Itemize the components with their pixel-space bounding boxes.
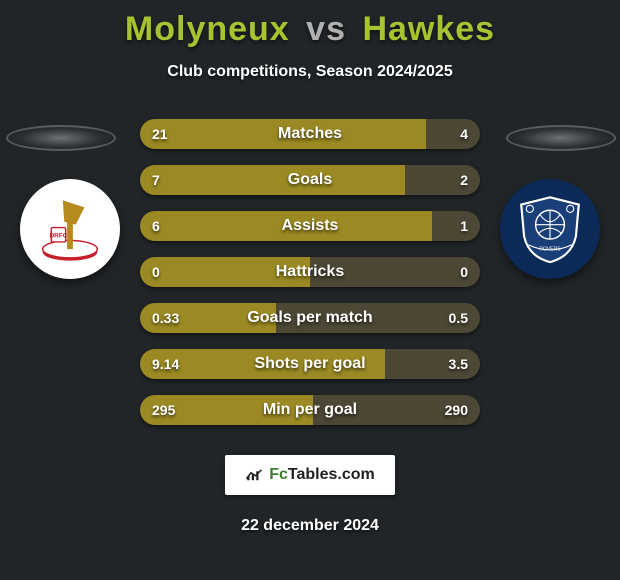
halo-left bbox=[6, 125, 116, 151]
stat-seg-left bbox=[140, 119, 426, 149]
date-text: 22 december 2024 bbox=[0, 517, 620, 535]
stat-value-left: 6 bbox=[140, 211, 172, 241]
stat-value-right: 3.5 bbox=[437, 349, 480, 379]
crest-left-svg: DRFC bbox=[34, 193, 106, 265]
club-crest-right: ROVERS bbox=[500, 179, 600, 279]
footer-brand-prefix: Fc bbox=[269, 466, 288, 483]
footer-brand-text: FcTables.com bbox=[269, 466, 375, 484]
stat-row: 214Matches bbox=[140, 119, 480, 149]
stat-row: 0.330.5Goals per match bbox=[140, 303, 480, 333]
footer-brand-suffix: Tables.com bbox=[288, 466, 375, 483]
footer-brand-badge: FcTables.com bbox=[225, 455, 395, 495]
stat-seg-left bbox=[140, 165, 405, 195]
title-vs: vs bbox=[306, 10, 346, 48]
stat-value-left: 21 bbox=[140, 119, 180, 149]
stat-value-left: 295 bbox=[140, 395, 187, 425]
stat-bars: 214Matches72Goals61Assists00Hattricks0.3… bbox=[140, 119, 480, 425]
title-player1: Molyneux bbox=[125, 10, 290, 48]
club-crest-left: DRFC bbox=[20, 179, 120, 279]
stat-seg-left bbox=[140, 211, 432, 241]
comparison-stage: DRFC ROVERS 214Matches72Goals61Assists00… bbox=[0, 111, 620, 431]
stat-value-right: 1 bbox=[448, 211, 480, 241]
crest-right-svg: ROVERS bbox=[514, 193, 586, 265]
stat-row: 9.143.5Shots per goal bbox=[140, 349, 480, 379]
stat-value-left: 0 bbox=[140, 257, 172, 287]
svg-text:ROVERS: ROVERS bbox=[539, 247, 561, 253]
chart-icon bbox=[245, 468, 263, 482]
stat-value-left: 9.14 bbox=[140, 349, 191, 379]
title-player2: Hawkes bbox=[362, 10, 495, 48]
stat-row: 00Hattricks bbox=[140, 257, 480, 287]
stat-value-left: 7 bbox=[140, 165, 172, 195]
stat-row: 72Goals bbox=[140, 165, 480, 195]
stat-row: 61Assists bbox=[140, 211, 480, 241]
halo-right bbox=[506, 125, 616, 151]
subtitle: Club competitions, Season 2024/2025 bbox=[0, 63, 620, 81]
stat-row: 295290Min per goal bbox=[140, 395, 480, 425]
stat-value-right: 0.5 bbox=[437, 303, 480, 333]
svg-text:DRFC: DRFC bbox=[49, 233, 67, 240]
comparison-title: Molyneux vs Hawkes bbox=[0, 0, 620, 49]
stat-value-right: 2 bbox=[448, 165, 480, 195]
stat-value-right: 290 bbox=[433, 395, 480, 425]
stat-value-right: 0 bbox=[448, 257, 480, 287]
stat-value-left: 0.33 bbox=[140, 303, 191, 333]
stat-value-right: 4 bbox=[448, 119, 480, 149]
